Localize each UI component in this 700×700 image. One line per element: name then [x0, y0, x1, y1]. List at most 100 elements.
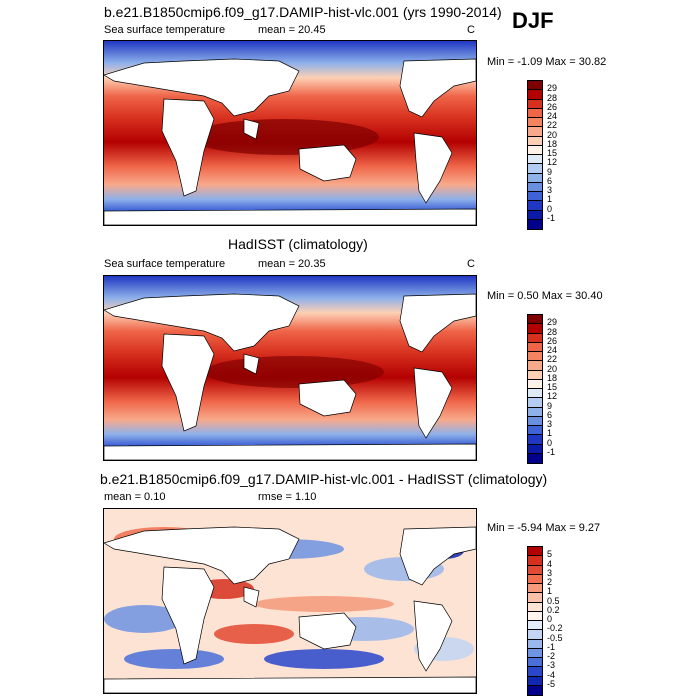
colorbar-swatch — [527, 107, 543, 118]
colorbar-tick-label: 20 — [547, 363, 558, 374]
colorbar-swatch — [527, 443, 543, 454]
colorbar-tick-label: 29 — [547, 83, 558, 94]
colorbar-tick-label: 22 — [547, 354, 558, 365]
colorbar-swatch — [527, 610, 543, 621]
colorbar-tick-label: 15 — [547, 382, 558, 392]
colorbar-swatch — [527, 425, 543, 436]
colorbar-swatch — [527, 657, 543, 668]
colorbar-tick-label: -5 — [547, 678, 556, 689]
panel3-title: b.e21.B1850cmip6.f09_g17.DAMIP-hist-vlc.… — [100, 471, 548, 487]
colorbar-tick-label: 6 — [547, 409, 553, 420]
colorbar-tick-label: 18 — [547, 138, 558, 149]
colorbar-swatch — [527, 135, 543, 146]
panel1-variable-label: Sea surface temperature — [104, 24, 226, 36]
colorbar-swatch — [527, 555, 543, 566]
colorbar-tick-label: 4 — [547, 558, 553, 569]
colorbar-tick-label: 12 — [547, 157, 558, 168]
colorbar-tick-label: 3 — [547, 185, 553, 195]
season-label: DJF — [512, 8, 554, 33]
colorbar-swatch — [527, 564, 543, 575]
colorbar-tick-label: 28 — [547, 326, 558, 337]
colorbar-tick-label: -2 — [547, 651, 556, 661]
colorbar-tick-label: -4 — [547, 669, 556, 680]
colorbar-swatch — [527, 452, 543, 464]
colorbar-swatch — [527, 98, 543, 109]
panel1-title: b.e21.B1850cmip6.f09_g17.DAMIP-hist-vlc.… — [104, 4, 502, 20]
colorbar-tick-label: 22 — [547, 120, 558, 131]
colorbar-tick-label: 15 — [547, 148, 558, 158]
colorbar-swatch — [527, 397, 543, 408]
panel1-minmax-label: Min = -1.09 Max = 30.82 — [487, 56, 607, 68]
colorbar-swatch — [527, 601, 543, 612]
panel3-minmax-label: Min = -5.94 Max = 9.27 — [487, 522, 601, 534]
colorbar-swatch — [527, 406, 543, 417]
colorbar-tick-label: 1 — [547, 428, 553, 439]
panel2-variable-label: Sea surface temperature — [104, 258, 226, 270]
colorbar-swatch — [527, 332, 543, 343]
colorbar-swatch — [527, 117, 543, 128]
colorbar-swatch — [527, 323, 543, 334]
colorbar-swatch — [527, 218, 543, 230]
colorbar-swatch — [527, 583, 543, 594]
colorbar-swatch — [527, 126, 543, 137]
panel2-title: HadISST (climatology) — [228, 236, 368, 252]
colorbar-tick-label: 0.5 — [547, 595, 560, 606]
panel1-map — [103, 40, 477, 226]
panel3-rmse-label: rmse = 1.10 — [258, 491, 317, 503]
panel3-map — [103, 508, 477, 694]
colorbar-swatch — [527, 666, 543, 677]
colorbar-tick-label: 28 — [547, 92, 558, 103]
colorbar-swatch — [527, 369, 543, 380]
colorbar-tick-label: 0 — [547, 437, 553, 448]
colorbar-swatch — [527, 144, 543, 155]
colorbar-tick-label: 24 — [547, 345, 558, 355]
colorbar-swatch — [527, 684, 543, 696]
colorbar-tick-label: 18 — [547, 372, 558, 383]
colorbar-swatch — [527, 434, 543, 445]
colorbar-tick-label: 5 — [547, 549, 553, 560]
colorbar-tick-label: -1 — [547, 641, 556, 652]
colorbar-swatch — [527, 638, 543, 649]
colorbar-tick-label: 26 — [547, 101, 558, 112]
colorbar-swatch — [527, 620, 543, 631]
panel2-minmax-label: Min = 0.50 Max = 30.40 — [487, 290, 603, 302]
colorbar-tick-label: -1 — [547, 212, 556, 223]
colorbar-swatch — [527, 200, 543, 211]
panel2-colorbar: 29 28 26 24 22 20 18 15 12 9 6 3 1 0 -1 — [527, 314, 557, 464]
colorbar-swatch — [527, 675, 543, 686]
colorbar-tick-label: 1 — [547, 586, 553, 597]
colorbar-swatch — [527, 172, 543, 183]
colorbar-tick-label: -0.2 — [547, 623, 563, 634]
panel1-mean-label: mean = 20.45 — [258, 24, 326, 36]
colorbar-swatch — [527, 89, 543, 100]
colorbar-swatch — [527, 388, 543, 399]
colorbar-tick-label: 29 — [547, 317, 558, 328]
colorbar-swatch — [527, 415, 543, 426]
colorbar-swatch — [527, 360, 543, 371]
colorbar-swatch — [527, 351, 543, 362]
colorbar-tick-label: 24 — [547, 111, 558, 121]
colorbar-swatch — [527, 341, 543, 352]
colorbar-swatch — [527, 573, 543, 584]
colorbar-tick-label: 9 — [547, 400, 553, 411]
colorbar-swatch — [527, 154, 543, 165]
colorbar-tick-label: 3 — [547, 419, 553, 429]
colorbar-tick-label: 26 — [547, 335, 558, 346]
colorbar-tick-label: -3 — [547, 660, 556, 671]
colorbar-swatch — [527, 209, 543, 220]
colorbar-swatch — [527, 629, 543, 640]
panel3-mean-label: mean = 0.10 — [104, 491, 166, 503]
colorbar-tick-label: 6 — [547, 175, 553, 186]
colorbar-swatch — [527, 80, 543, 91]
panel1-colorbar: 29 28 26 24 22 20 18 15 12 9 6 3 1 0 -1 — [527, 80, 557, 230]
colorbar-swatch — [527, 314, 543, 325]
panel2-sst-field — [104, 276, 476, 460]
panel2-map — [103, 275, 477, 461]
colorbar-swatch — [527, 163, 543, 174]
colorbar-tick-label: 20 — [547, 129, 558, 140]
colorbar-tick-label: -0.5 — [547, 632, 563, 643]
panel2-mean-label: mean = 20.35 — [258, 258, 326, 270]
panel2-units-label: C — [467, 258, 475, 270]
colorbar-swatch — [527, 546, 543, 557]
colorbar-tick-label: 3 — [547, 567, 553, 578]
